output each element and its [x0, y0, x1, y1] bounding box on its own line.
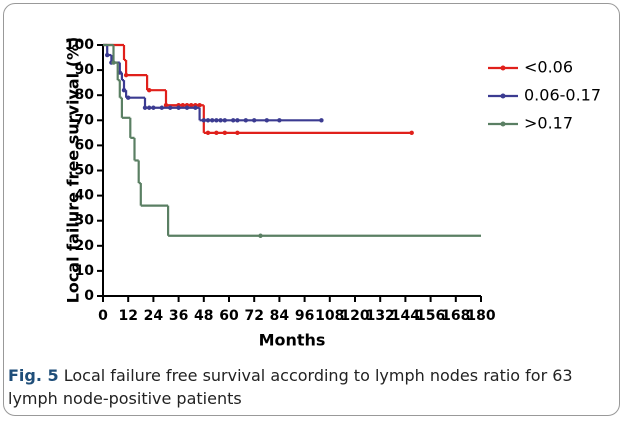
- censor-mark: [205, 118, 211, 123]
- censor-mark: [235, 130, 240, 136]
- censor-mark: [409, 130, 414, 136]
- censor-mark: [168, 105, 173, 110]
- censor-mark: [193, 105, 198, 110]
- censor-mark: [142, 105, 148, 110]
- censor-mark: [258, 233, 263, 238]
- censor-mark: [218, 118, 223, 123]
- legend-label: <0.06: [524, 58, 573, 77]
- censor-mark: [147, 105, 152, 110]
- y-tick-label: 40: [75, 188, 95, 204]
- x-tick-label: 96: [295, 308, 314, 324]
- censor-mark: [197, 103, 202, 108]
- x-tick-label: 84: [270, 308, 290, 324]
- figure-frame: [3, 3, 620, 416]
- x-tick-label: 48: [194, 308, 213, 324]
- censor-mark: [214, 118, 219, 123]
- x-tick-label: 12: [118, 308, 137, 324]
- caption-label: Fig. 5: [8, 366, 59, 385]
- censor-mark: [210, 118, 215, 123]
- x-tick-label: 36: [169, 308, 188, 324]
- censor-mark: [201, 118, 206, 123]
- censor-mark: [222, 118, 227, 123]
- y-tick-label: 70: [75, 112, 95, 128]
- censor-mark: [319, 118, 324, 123]
- caption-text: Local failure free survival according to…: [8, 366, 573, 408]
- y-tick-label: 50: [75, 163, 95, 179]
- x-tick-label: 132: [366, 308, 395, 324]
- censor-mark: [252, 118, 257, 123]
- y-tick-label: 20: [75, 238, 95, 254]
- censor-mark: [123, 72, 129, 78]
- legend-label: >0.17: [524, 114, 573, 133]
- censor-mark: [159, 105, 164, 110]
- censor-mark: [222, 130, 227, 136]
- y-tick-label: 100: [65, 37, 94, 53]
- x-tick-label: 168: [441, 308, 470, 324]
- censor-mark: [151, 105, 156, 110]
- censor-mark: [126, 95, 131, 100]
- y-tick-label: 0: [84, 288, 94, 304]
- censor-mark: [147, 87, 152, 93]
- legend-label: 0.06-0.17: [524, 86, 601, 105]
- censor-mark: [205, 130, 211, 136]
- y-axis-label: Local failure free survival (%): [64, 37, 83, 304]
- y-tick-label: 10: [75, 263, 95, 279]
- legend-marker: [500, 65, 506, 71]
- x-tick-label: 120: [340, 308, 369, 324]
- censor-mark: [235, 118, 240, 123]
- censor-mark: [277, 118, 282, 123]
- x-tick-label: 72: [244, 308, 263, 324]
- censor-mark: [180, 103, 185, 108]
- x-tick-label: 60: [219, 308, 239, 324]
- censor-mark: [231, 118, 236, 123]
- legend-marker: [500, 121, 506, 127]
- censor-mark: [214, 130, 219, 136]
- censor-mark: [111, 60, 116, 65]
- y-tick-label: 80: [75, 87, 95, 103]
- x-tick-label: 180: [466, 308, 495, 324]
- chart: Local failure free survival (%) Months 0…: [64, 37, 602, 350]
- censor-mark: [184, 105, 190, 110]
- legend-marker: [500, 93, 506, 99]
- x-tick-label: 108: [315, 308, 344, 324]
- censor-mark: [264, 118, 269, 123]
- censor-mark: [163, 103, 169, 108]
- censor-mark: [243, 118, 248, 123]
- x-axis-label: Months: [259, 331, 326, 350]
- y-tick-label: 30: [75, 213, 95, 229]
- y-tick-label: 60: [75, 137, 95, 153]
- censor-mark: [176, 105, 181, 110]
- x-tick-label: 24: [144, 308, 164, 324]
- caption: Fig. 5 Local failure free survival accor…: [8, 364, 608, 410]
- x-tick-label: 0: [98, 308, 108, 324]
- x-tick-label: 156: [416, 308, 445, 324]
- censor-mark: [121, 87, 127, 93]
- censor-mark: [189, 103, 194, 108]
- censor-mark: [105, 52, 110, 58]
- y-tick-label: 90: [75, 62, 95, 78]
- x-tick-label: 144: [391, 308, 420, 324]
